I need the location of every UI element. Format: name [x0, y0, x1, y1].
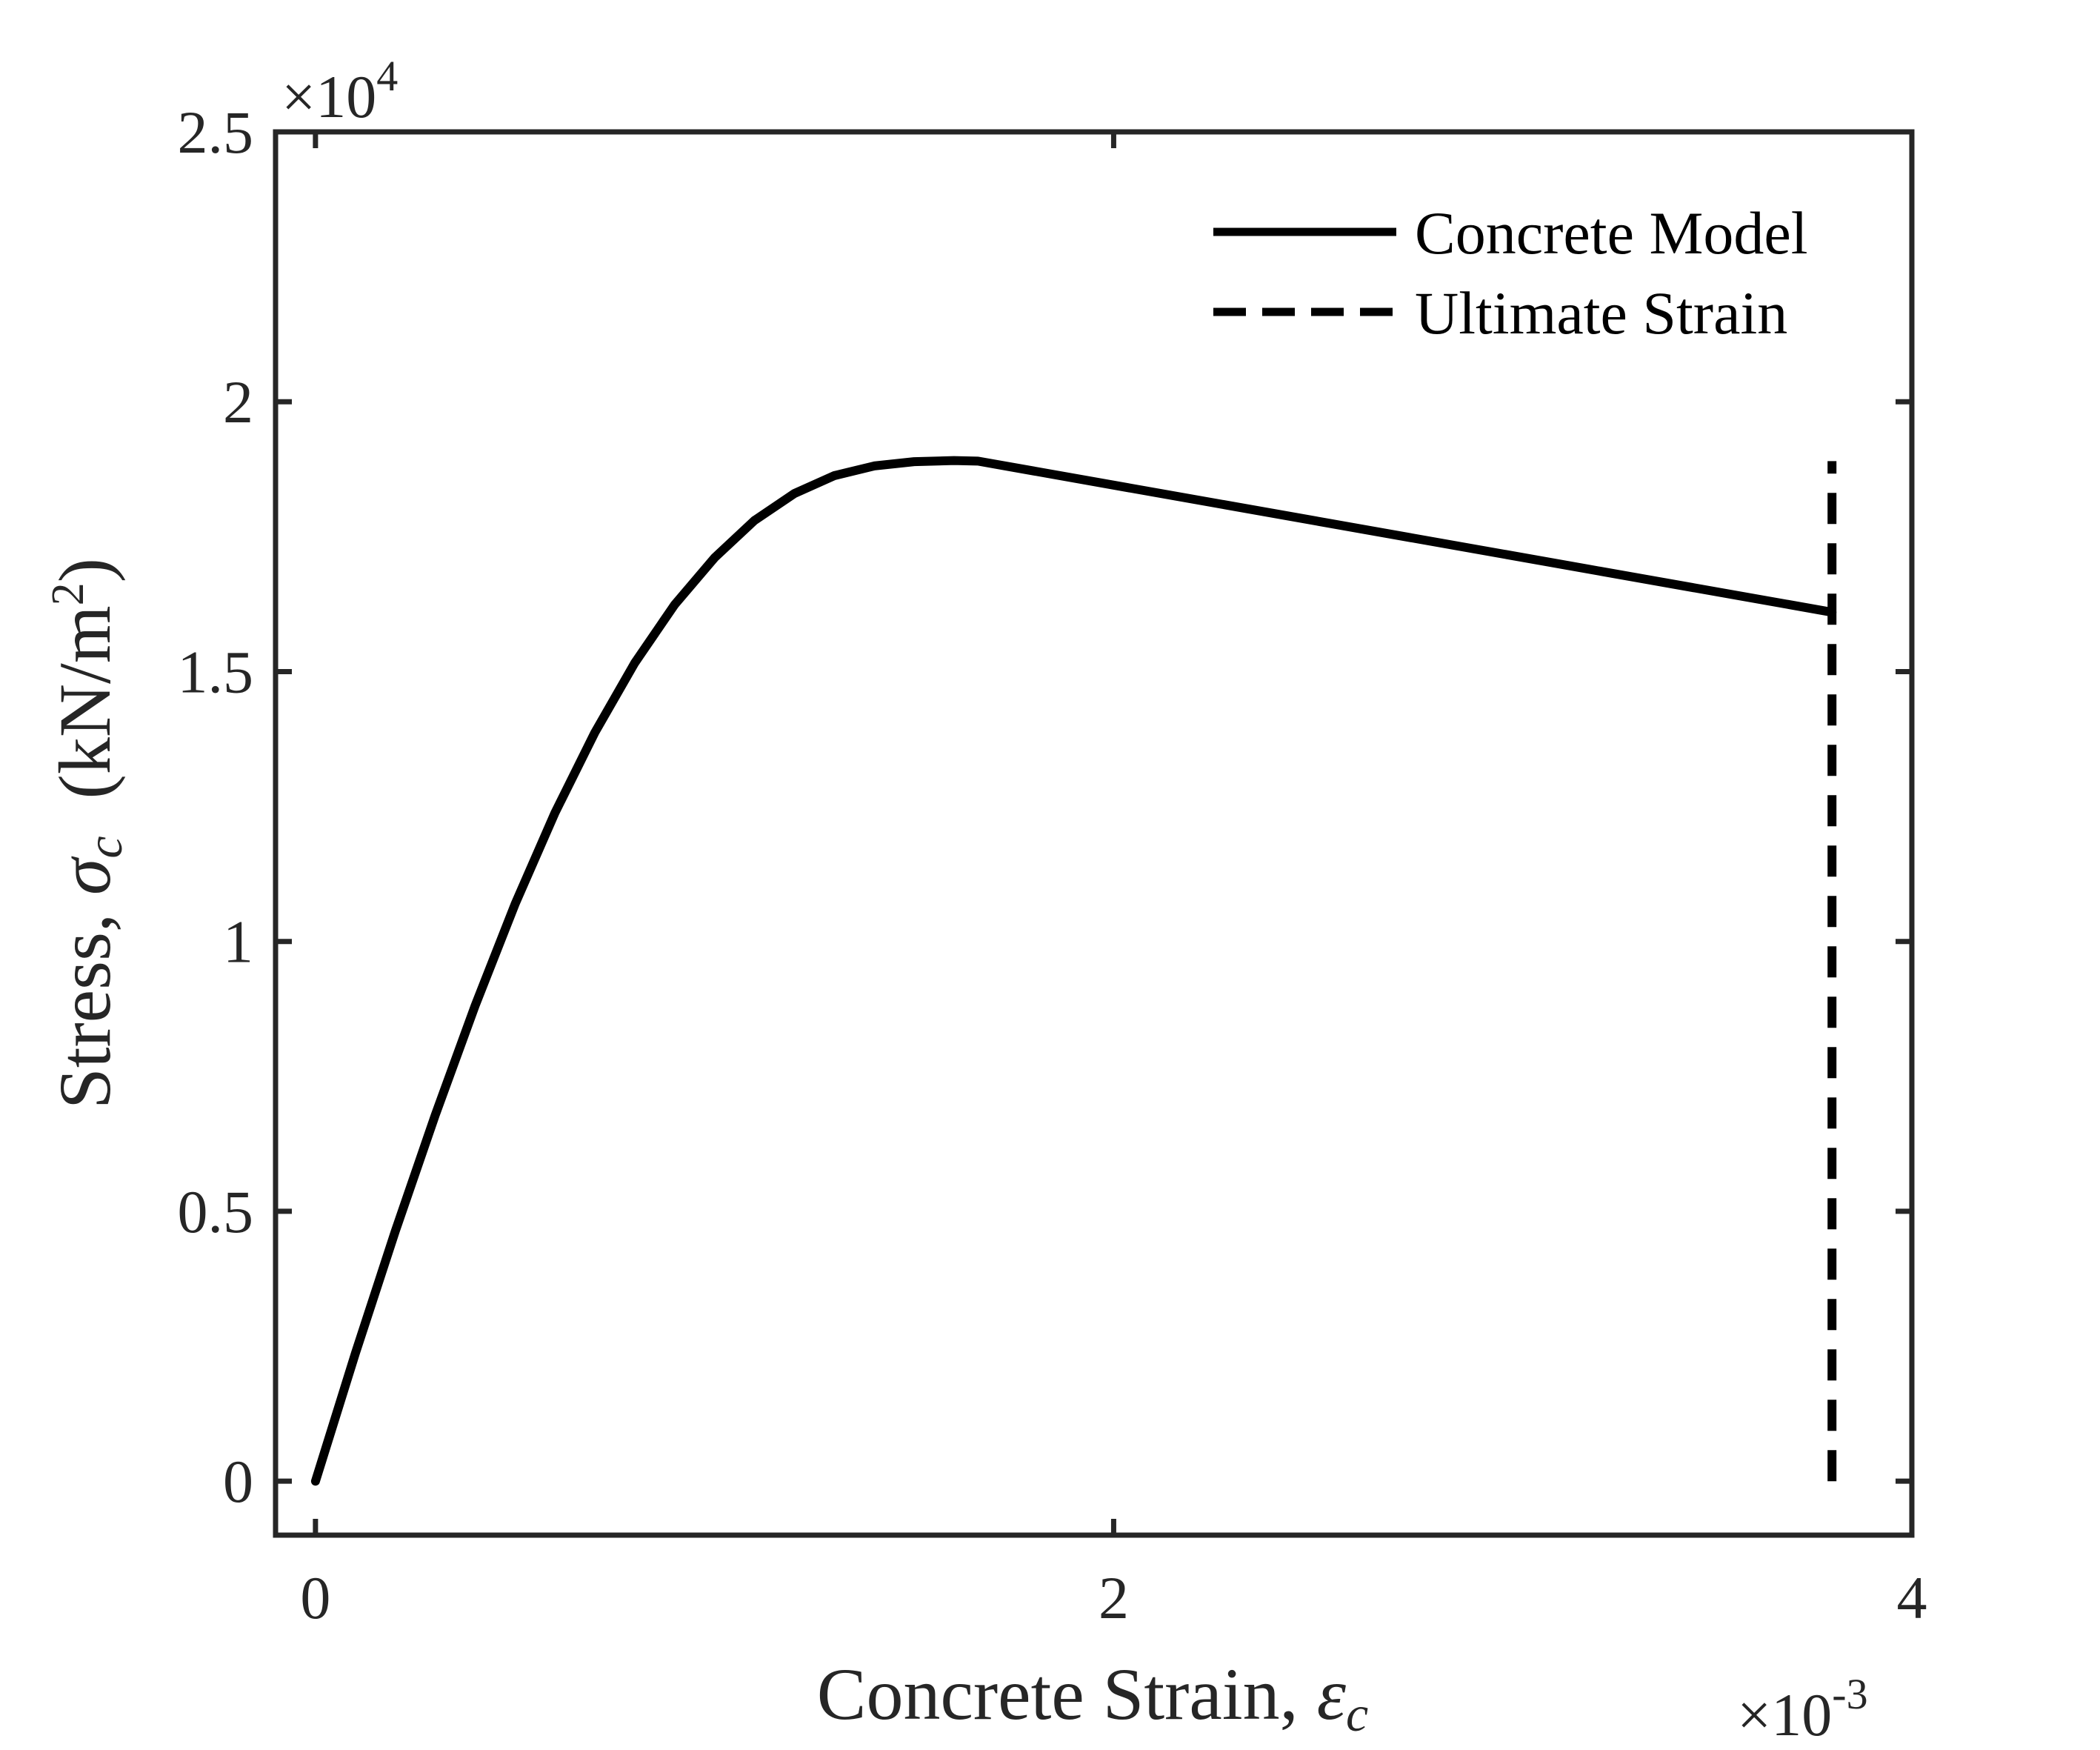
y-tick-label: 2 [223, 368, 253, 436]
y-tick-label: 0.5 [178, 1178, 254, 1245]
x-tick-label: 2 [1099, 1564, 1129, 1631]
legend: Concrete Model Ultimate Strain [1213, 199, 1808, 347]
legend-label-ultimate-strain: Ultimate Strain [1415, 279, 1787, 347]
x-exponent-power: -3 [1832, 1670, 1867, 1718]
tick-labels: 0 2 4 0 0.5 1 1.5 2 2.5 [178, 99, 1927, 1631]
series-concrete-model [310, 456, 1837, 1486]
y-tick-label: 2.5 [178, 99, 254, 166]
x-tick-label: 0 [300, 1564, 330, 1631]
y-exponent-power: 4 [376, 52, 398, 100]
plot-series [310, 456, 1837, 1486]
y-tick-label: 1.5 [178, 638, 254, 705]
y-tick-label: 0 [223, 1448, 253, 1515]
y-tick-label: 1 [223, 908, 253, 976]
x-axis-exponent: ×10-3 [1737, 1670, 1868, 1749]
y-axis-exponent: ×104 [281, 52, 398, 130]
plot-frame [273, 129, 1915, 1538]
y-axis-label: Stress, σc (kN/m2) [43, 558, 133, 1109]
legend-label-concrete-model: Concrete Model [1415, 199, 1808, 267]
x-tick-label: 4 [1897, 1564, 1927, 1631]
x-axis-label: Concrete Strain, εc [817, 1653, 1368, 1742]
